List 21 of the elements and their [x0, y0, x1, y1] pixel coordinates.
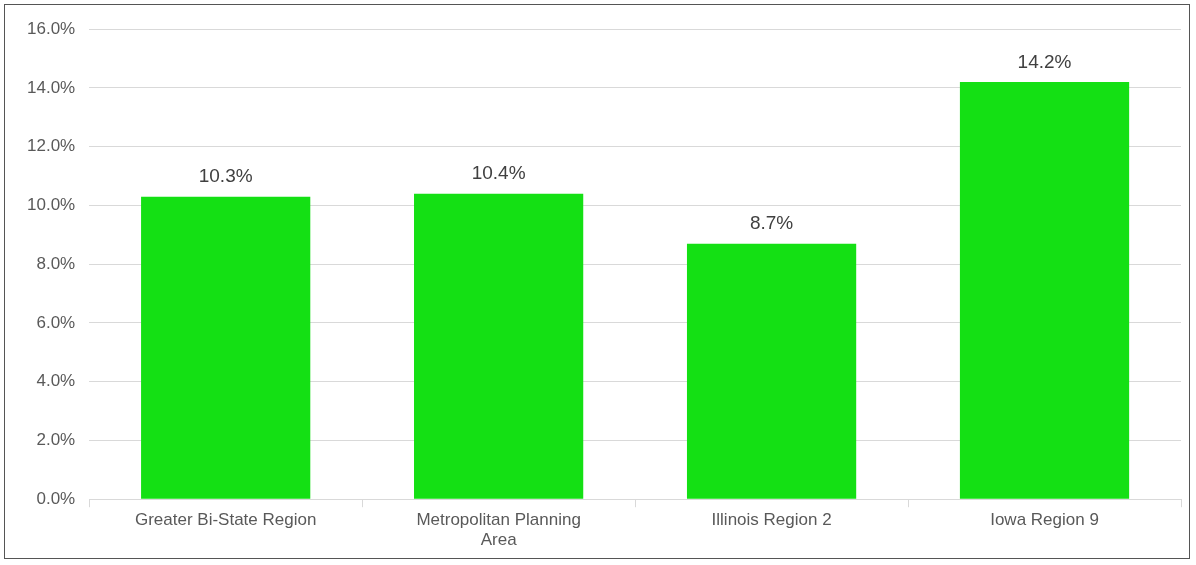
y-tick-label: 0.0% — [36, 488, 76, 508]
x-tick-label: Metropolitan Planning Area — [416, 510, 581, 550]
data-label: 10.3% — [198, 165, 253, 187]
y-tick-label: 2.0% — [36, 430, 76, 450]
y-tick-label: 16.0% — [27, 18, 76, 38]
bar — [959, 82, 1130, 499]
y-tick-label: 8.0% — [36, 253, 76, 273]
x-tick-label: Iowa Region 9 — [990, 510, 1099, 530]
bar — [686, 243, 857, 499]
data-label: 14.2% — [1017, 50, 1072, 72]
data-label: 8.7% — [749, 212, 794, 234]
bar — [141, 196, 311, 499]
bar — [414, 193, 584, 499]
data-label: 10.4% — [471, 162, 526, 184]
y-tick-label: 6.0% — [36, 312, 76, 332]
y-tick-label: 10.0% — [27, 195, 76, 215]
x-tick-label: Illinois Region 2 — [711, 510, 832, 530]
y-tick-label: 12.0% — [27, 136, 76, 156]
y-tick-label: 14.0% — [27, 77, 76, 97]
x-tick-label: Greater Bi-State Region — [134, 510, 317, 530]
y-tick-label: 4.0% — [36, 371, 76, 391]
